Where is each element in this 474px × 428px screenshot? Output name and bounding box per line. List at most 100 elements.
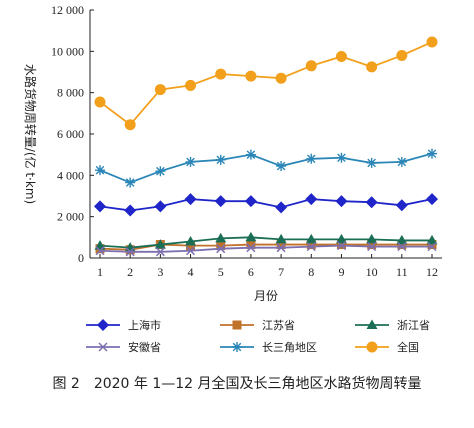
data-point [336, 152, 347, 163]
series-3 [94, 231, 438, 252]
x-tick-label: 6 [248, 265, 254, 279]
data-point [186, 241, 196, 251]
y-tick-label: 0 [78, 251, 84, 265]
data-point [396, 234, 408, 245]
data-point [155, 247, 165, 257]
data-point [427, 240, 437, 250]
series-line [99, 152, 433, 184]
data-point [245, 70, 257, 82]
legend-label: 长三角地区 [262, 341, 317, 354]
data-point [245, 149, 256, 160]
data-point [306, 242, 316, 252]
series-6 [94, 36, 438, 131]
x-tick-label: 8 [308, 265, 314, 279]
x-tick-label: 2 [127, 265, 133, 279]
data-point [246, 243, 256, 253]
legend-swatch-marker [366, 319, 378, 329]
x-tick-label: 7 [278, 265, 284, 279]
y-tick-label: 10 000 [51, 44, 84, 58]
data-point [186, 246, 196, 256]
data-point [185, 235, 197, 246]
legend-label: 上海市 [128, 318, 161, 332]
series-1 [94, 193, 438, 217]
data-point [125, 177, 136, 188]
data-point [276, 161, 287, 172]
data-point [276, 240, 286, 250]
data-point [95, 165, 105, 176]
y-tick-label: 8 000 [57, 86, 84, 100]
data-point [426, 36, 438, 48]
x-tick-label: 5 [218, 265, 224, 279]
data-point [335, 51, 347, 62]
legend-label: 全国 [397, 340, 419, 354]
data-point [155, 166, 166, 177]
legend-item: 安徽省 [86, 340, 161, 354]
x-tick-label: 12 [426, 265, 438, 279]
data-point [275, 72, 287, 84]
x-tick-label: 9 [338, 265, 344, 279]
axes [89, 10, 442, 259]
y-axis-title: 水路货物周转量/(亿 t·km) [23, 64, 38, 204]
y-tick-label: 2 000 [57, 210, 84, 224]
series-4 [95, 241, 437, 257]
data-point [367, 240, 377, 250]
data-point [275, 233, 287, 244]
data-point [276, 243, 286, 253]
legend-item: 长三角地区 [220, 341, 317, 354]
x-tick-label: 1 [97, 265, 103, 279]
data-point [397, 240, 407, 250]
data-point [215, 68, 227, 80]
data-point [305, 60, 317, 72]
series-line [99, 236, 432, 249]
legend-item: 全国 [355, 340, 419, 354]
series-5 [95, 148, 437, 188]
data-point [427, 148, 437, 159]
legend-item: 上海市 [86, 318, 161, 332]
legend-swatch-marker [232, 320, 242, 330]
x-tick-label: 4 [188, 265, 194, 279]
y-tick-label: 6 000 [57, 127, 84, 141]
data-point [427, 242, 437, 252]
data-point [154, 239, 166, 249]
data-point [366, 61, 378, 73]
data-point [216, 241, 226, 251]
legend-swatch-marker [97, 319, 109, 331]
data-point [335, 233, 347, 244]
legend-item: 江苏省 [220, 319, 295, 332]
x-axis-ticks: 1 2 3 4 5 6 7 8 9 10 11 12 [97, 254, 438, 279]
data-point [306, 153, 317, 164]
data-point [365, 196, 378, 209]
data-point [246, 240, 256, 250]
data-point [305, 193, 318, 206]
figure-caption: 图 2 2020 年 1—12 月全国及长三角地区水路货物周转量 [52, 376, 422, 392]
data-point [305, 233, 317, 244]
legend-label: 江苏省 [262, 319, 295, 332]
data-point [426, 234, 438, 245]
series-line [99, 244, 432, 253]
series-line [99, 198, 433, 212]
legend-swatch-marker [366, 341, 378, 353]
y-tick-label: 12 000 [51, 3, 84, 17]
data-point [215, 154, 226, 165]
data-point [124, 119, 136, 131]
data-point [124, 204, 137, 217]
data-point [184, 193, 197, 206]
data-point [185, 156, 196, 167]
data-point [426, 193, 438, 206]
x-tick-label: 10 [366, 265, 378, 279]
data-point [306, 240, 316, 250]
y-tick-label: 4 000 [57, 168, 84, 182]
data-point [244, 195, 257, 208]
data-point [94, 96, 106, 108]
x-tick-label: 11 [396, 265, 408, 279]
data-point [154, 84, 166, 96]
data-point [245, 231, 257, 242]
data-point [367, 242, 377, 252]
data-point [366, 233, 378, 244]
legend-label: 浙江省 [397, 319, 430, 332]
data-point [215, 232, 227, 243]
legend-label: 安徽省 [128, 340, 161, 354]
data-point [335, 195, 348, 208]
series-layer [94, 36, 438, 257]
